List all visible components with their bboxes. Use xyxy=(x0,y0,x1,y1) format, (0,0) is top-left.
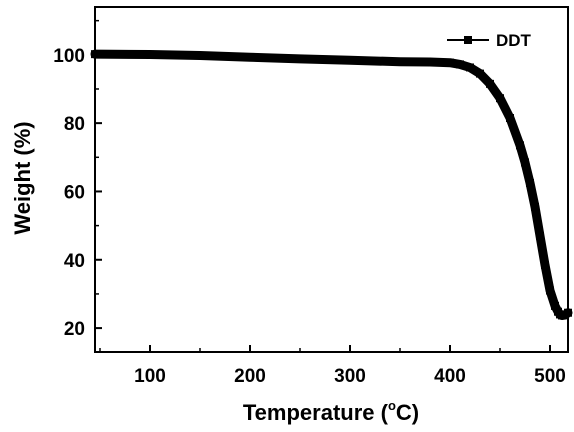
y-tick-label: 60 xyxy=(64,182,85,203)
x-axis-ticks: 100 200 300 400 500 xyxy=(99,345,566,387)
data-point xyxy=(536,231,544,240)
data-point xyxy=(196,51,204,60)
data-point xyxy=(426,57,434,66)
data-point xyxy=(146,50,154,59)
data-point xyxy=(446,58,454,67)
series-layer xyxy=(90,49,573,320)
data-point xyxy=(496,94,504,103)
x-tick-label: 200 xyxy=(234,366,266,387)
data-point xyxy=(551,301,559,310)
y-tick-label: 80 xyxy=(64,114,85,135)
data-point xyxy=(506,114,514,123)
data-point xyxy=(466,63,474,72)
x-tick-label: 100 xyxy=(134,366,166,387)
x-tick-label: 400 xyxy=(434,366,466,387)
x-axis-title-unit: C) xyxy=(396,400,419,425)
data-point xyxy=(486,79,494,88)
y-tick-label: 100 xyxy=(53,46,85,67)
y-tick-label: 40 xyxy=(64,251,85,272)
x-tick-label: 300 xyxy=(334,366,366,387)
x-axis-title-degree: o xyxy=(388,398,396,413)
data-point xyxy=(396,57,404,66)
y-tick-label: 20 xyxy=(64,319,85,340)
data-point xyxy=(476,69,484,78)
data-point xyxy=(246,53,254,62)
data-point xyxy=(541,260,549,269)
x-axis-title: Temperature (oC) xyxy=(243,398,419,425)
data-point xyxy=(346,56,354,65)
legend: DDT xyxy=(447,31,532,50)
data-point xyxy=(516,141,524,150)
data-point xyxy=(91,50,99,59)
y-axis-title: Weight (%) xyxy=(10,121,35,234)
x-tick-label: 500 xyxy=(534,366,566,387)
data-point xyxy=(521,158,529,167)
legend-marker xyxy=(464,36,472,44)
data-point xyxy=(296,54,304,63)
legend-label: DDT xyxy=(496,31,532,50)
data-point xyxy=(546,286,554,295)
data-point xyxy=(456,60,464,69)
series-line-ddt xyxy=(90,49,573,320)
data-point xyxy=(526,178,534,187)
plot-frame xyxy=(94,6,569,353)
data-point xyxy=(531,202,539,211)
data-point xyxy=(564,308,572,317)
x-axis-title-main: Temperature ( xyxy=(243,400,389,425)
